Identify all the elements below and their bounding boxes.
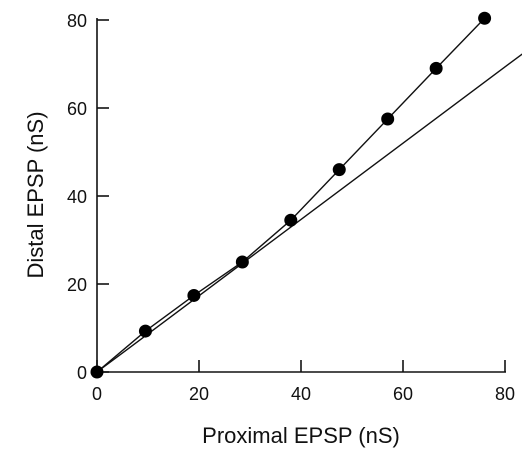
y-tick-label: 80: [67, 11, 87, 31]
x-tick-label: 40: [291, 384, 311, 404]
y-tick-label: 20: [67, 275, 87, 295]
data-point: [332, 163, 346, 177]
y-tick-label: 0: [77, 363, 87, 383]
y-tick-label: 60: [67, 99, 87, 119]
series-group: [90, 11, 492, 379]
data-point: [381, 112, 395, 126]
plot-area: 0 20 40 60 80 0 20 40 60 80: [67, 11, 522, 404]
x-tick-label: 0: [92, 384, 102, 404]
y-tick-label: 40: [67, 187, 87, 207]
x-axis-title: Proximal EPSP (nS): [202, 423, 400, 448]
x-tick-label: 60: [393, 384, 413, 404]
data-point: [429, 61, 443, 75]
series-line: [96, 17, 486, 373]
data-point: [187, 288, 201, 302]
x-ticks: 0 20 40 60 80: [92, 360, 515, 404]
data-point: [235, 255, 249, 269]
y-axis-title: Distal EPSP (nS): [23, 111, 48, 278]
data-point: [138, 324, 152, 338]
reference-line-group: [96, 53, 522, 373]
x-tick-label: 20: [189, 384, 209, 404]
y-ticks: 0 20 40 60 80: [67, 11, 109, 383]
data-point: [90, 365, 104, 379]
data-point: [478, 11, 492, 25]
reference-line: [96, 53, 522, 373]
x-tick-label: 80: [495, 384, 515, 404]
data-point: [284, 213, 298, 227]
